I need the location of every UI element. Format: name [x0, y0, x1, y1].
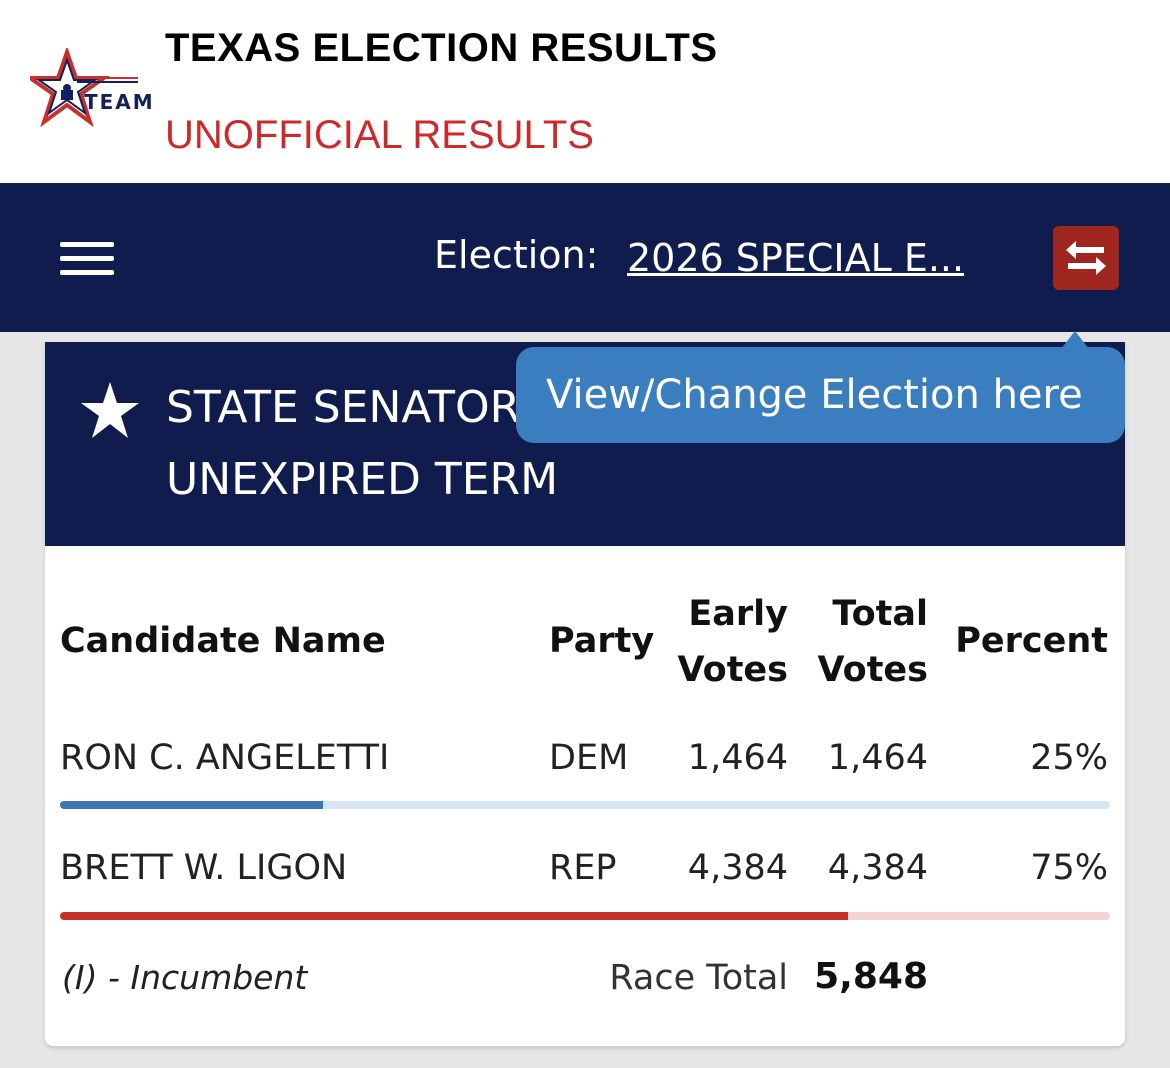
candidate-party: DEM	[549, 738, 629, 778]
change-election-button[interactable]	[1053, 226, 1119, 290]
total-votes: 4,384	[827, 848, 928, 888]
early-votes: 1,464	[687, 738, 788, 778]
vote-share-fill	[60, 912, 848, 920]
tooltip-text: View/Change Election here	[546, 372, 1083, 418]
star-icon	[81, 382, 139, 438]
header-party: Party	[549, 621, 655, 661]
race-total-value: 5,848	[814, 956, 928, 997]
logo-text: TEAM	[84, 90, 155, 114]
race-title: STATE SENATOR	[166, 382, 521, 433]
site-subtitle: UNOFFICIAL RESULTS	[165, 113, 594, 157]
vote-percent: 75%	[1030, 848, 1108, 888]
candidate-name: RON C. ANGELETTI	[60, 738, 390, 778]
election-tooltip[interactable]	[516, 347, 1125, 443]
race-title-line2: UNEXPIRED TERM	[166, 454, 559, 505]
election-label: Election:	[434, 233, 599, 277]
header-early-line1: Early	[688, 594, 788, 634]
vote-percent: 25%	[1030, 738, 1108, 778]
candidate-name: BRETT W. LIGON	[60, 848, 348, 888]
early-votes: 4,384	[687, 848, 788, 888]
site-header	[0, 0, 1170, 183]
vote-share-bar	[60, 912, 1110, 920]
vote-share-bar	[60, 801, 1110, 809]
header-early-votes: Early	[640, 586, 788, 642]
header-early-votes-line2: Votes	[677, 650, 788, 690]
vote-share-fill	[60, 801, 323, 809]
header-total-votes: Total	[832, 594, 928, 634]
candidate-party: REP	[549, 848, 617, 888]
header-candidate: Candidate Name	[60, 621, 386, 661]
team-star-logo[interactable]	[30, 48, 142, 134]
incumbent-note: (I) - Incumbent	[62, 958, 308, 997]
header-total-votes-line2: Votes	[817, 650, 928, 690]
election-select-link[interactable]: 2026 SPECIAL E...	[627, 236, 965, 280]
total-votes: 1,464	[827, 738, 928, 778]
tooltip-arrow	[1061, 331, 1089, 349]
nav-bar	[0, 183, 1170, 332]
header-percent: Percent	[955, 621, 1108, 661]
race-total-label: Race Total	[609, 958, 788, 998]
site-title: TEXAS ELECTION RESULTS	[165, 26, 718, 70]
hamburger-icon[interactable]	[60, 242, 114, 276]
swap-arrows-icon	[1066, 241, 1106, 275]
